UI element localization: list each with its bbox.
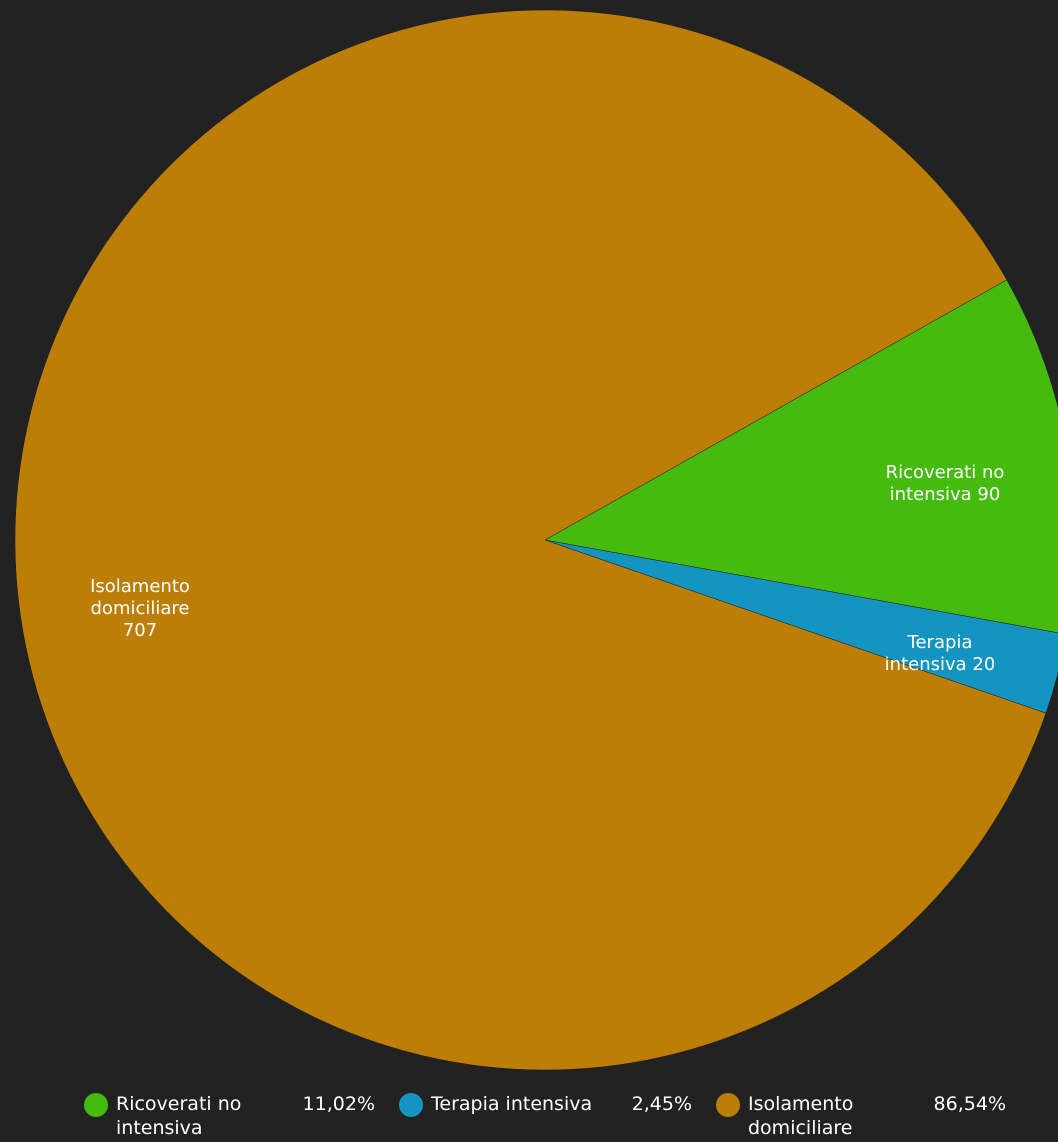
legend-swatch-terapia-intensiva xyxy=(399,1093,423,1117)
legend-percent-terapia-intensiva: 2,45% xyxy=(631,1093,692,1115)
legend-percent-isolamento-domiciliare: 86,54% xyxy=(933,1093,1006,1115)
chart-legend: Ricoverati no intensiva 11,02% Terapia inte… xyxy=(0,1090,1058,1142)
legend-swatch-isolamento-domiciliare xyxy=(716,1093,740,1117)
legend-label-terapia-intensiva: Terapia intensiva xyxy=(431,1093,593,1115)
legend-label-ricoverati-no-intensiva: Ricoverati no intensiva xyxy=(116,1093,242,1139)
legend-swatch-ricoverati-no-intensiva xyxy=(84,1093,108,1117)
slice-label-ricoverati-no-intensiva: Ricoverati no intensiva 90 xyxy=(886,462,1005,505)
pie-svg: Ricoverati no intensiva 90 Terapia intensiv… xyxy=(14,9,1058,1071)
legend-label-isolamento-domiciliare: Isolamento domiciliare xyxy=(748,1093,854,1139)
pie-slice-isolamento-domiciliare[interactable] xyxy=(14,9,1047,1071)
legend-percent-ricoverati-no-intensiva: 11,02% xyxy=(302,1093,375,1115)
slice-label-terapia-intensiva: Terapia intensiva 20 xyxy=(885,632,996,675)
pie-slice-ricoverati-no-intensiva[interactable] xyxy=(544,279,1058,635)
slice-label-isolamento-domiciliare: Isolamento domiciliare 707 xyxy=(90,576,190,641)
